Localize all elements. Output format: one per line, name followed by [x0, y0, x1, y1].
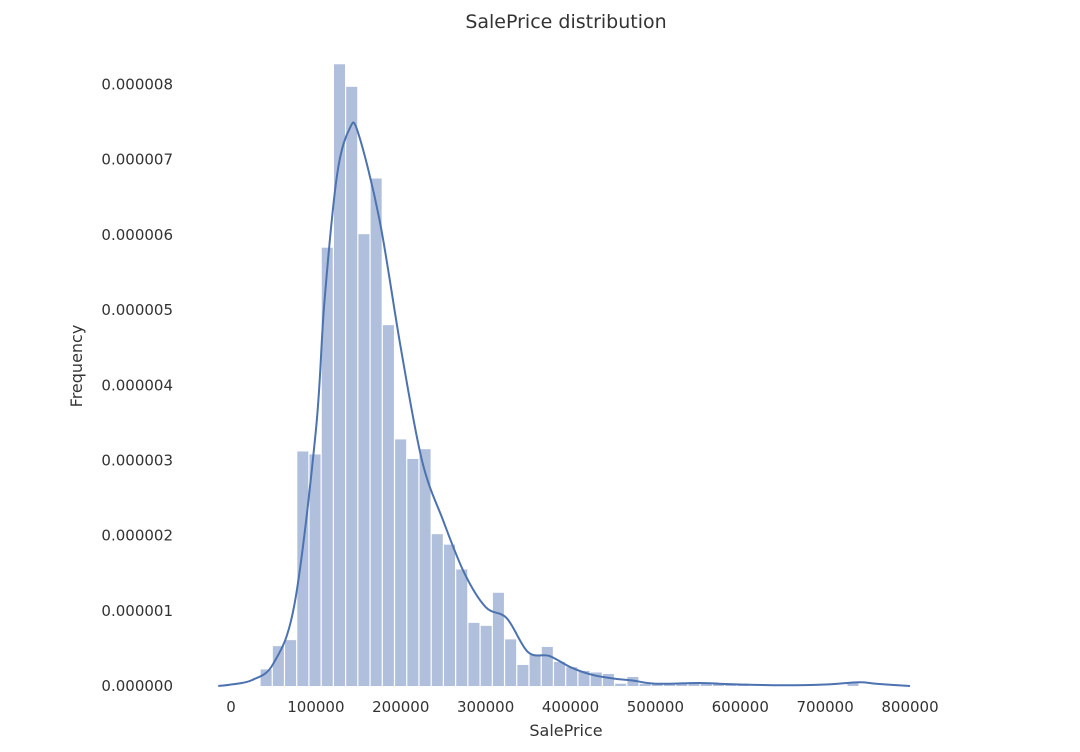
- x-tick-label: 800000: [881, 698, 938, 716]
- y-tick-labels: 0.000000 0.000001 0.000002 0.000003 0.000004…: [101, 76, 173, 695]
- histogram-bar: [700, 683, 712, 686]
- histogram-bar: [456, 569, 468, 686]
- y-tick-label: 0.000005: [101, 301, 173, 319]
- histogram-bar: [578, 670, 590, 686]
- x-tick-label: 0: [226, 698, 236, 716]
- histogram-bar: [517, 664, 529, 686]
- histogram-bar: [297, 451, 309, 686]
- y-tick-label: 0.000006: [101, 226, 173, 244]
- histogram-bar: [676, 683, 688, 686]
- histogram-bar: [712, 683, 724, 686]
- histogram-bar: [395, 439, 407, 686]
- y-tick-label: 0.000000: [101, 677, 173, 695]
- y-tick-label: 0.000001: [101, 602, 173, 620]
- x-tick-labels: 0 100000 200000 300000 400000 500000 600000 700…: [226, 698, 938, 716]
- histogram-bar: [260, 669, 272, 686]
- histogram-bar: [651, 683, 663, 686]
- x-tick-label: 300000: [457, 698, 514, 716]
- histogram-bar: [615, 683, 627, 686]
- y-tick-label: 0.000007: [101, 151, 173, 169]
- y-tick-label: 0.000003: [101, 451, 173, 469]
- histogram-bar: [358, 234, 370, 686]
- chart-title: SalePrice distribution: [465, 11, 666, 33]
- x-axis-label: SalePrice: [529, 721, 602, 740]
- histogram-bar: [541, 646, 553, 686]
- y-tick-label: 0.000004: [101, 376, 173, 394]
- y-axis-label: Frequency: [67, 325, 86, 408]
- kde-line: [218, 121, 911, 687]
- histogram-bar: [346, 86, 358, 686]
- histogram-bar: [566, 667, 578, 686]
- histogram-bar: [505, 639, 517, 686]
- histogram-bar: [492, 592, 504, 686]
- histogram-bar: [321, 247, 333, 686]
- histogram-bar: [554, 661, 566, 686]
- histogram-bar: [382, 325, 394, 686]
- histogram-bar: [444, 544, 456, 686]
- histogram-bar: [333, 64, 345, 686]
- histogram-bar: [639, 683, 651, 686]
- x-tick-label: 700000: [796, 698, 853, 716]
- histogram-bar: [407, 458, 419, 686]
- x-tick-label: 500000: [627, 698, 684, 716]
- y-tick-label: 0.000008: [101, 76, 173, 94]
- histogram-bar: [468, 622, 480, 686]
- histogram-bar: [370, 178, 382, 686]
- x-tick-label: 200000: [372, 698, 429, 716]
- histogram-bar: [272, 646, 284, 686]
- histogram-bar: [309, 454, 321, 686]
- histogram-bar: [602, 673, 614, 686]
- x-tick-label: 100000: [287, 698, 344, 716]
- histogram-bar: [480, 625, 492, 686]
- histogram-bar: [664, 683, 676, 686]
- y-tick-label: 0.000002: [101, 527, 173, 545]
- histogram-bar: [590, 672, 602, 686]
- x-tick-label: 600000: [712, 698, 769, 716]
- histogram-bars: [260, 64, 859, 686]
- x-tick-label: 400000: [542, 698, 599, 716]
- histogram-bar: [431, 534, 443, 686]
- histogram-bar: [419, 449, 431, 686]
- histogram-bar: [529, 654, 541, 686]
- histogram-bar: [285, 640, 297, 686]
- histogram-bar: [688, 682, 700, 686]
- histogram-bar: [847, 682, 859, 686]
